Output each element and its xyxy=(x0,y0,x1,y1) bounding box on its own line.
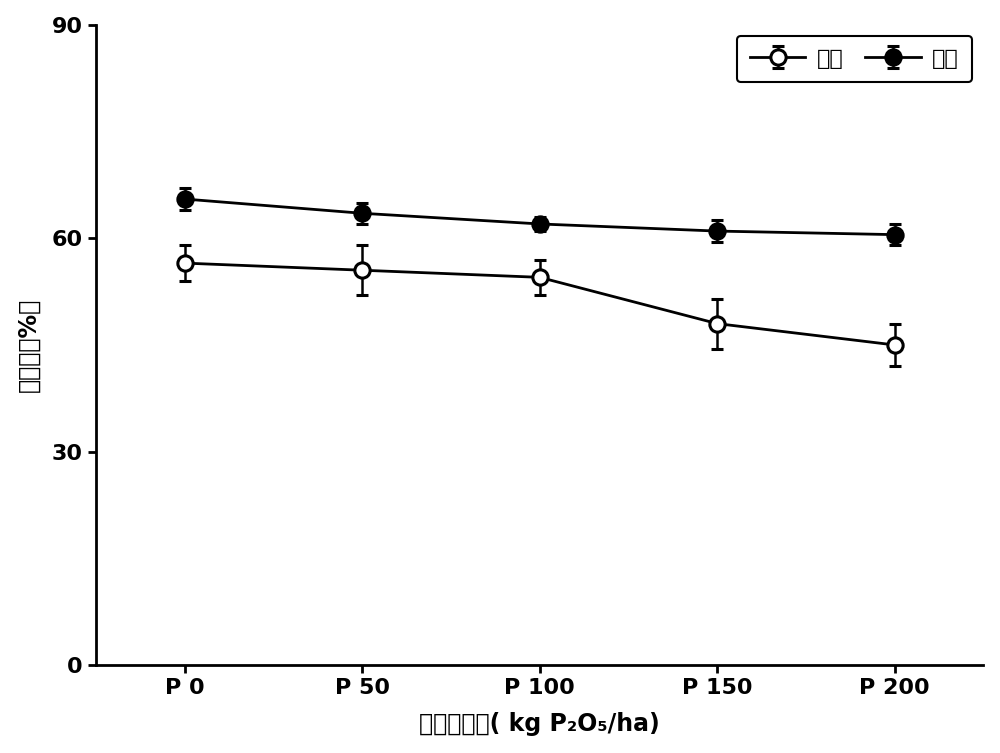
Legend: 药麦, 玉米: 药麦, 玉米 xyxy=(737,36,972,82)
Y-axis label: 侵染率（%）: 侵染率（%） xyxy=(17,298,41,392)
X-axis label: 磷肆施用量( kg P₂O₅/ha): 磷肆施用量( kg P₂O₅/ha) xyxy=(419,712,660,736)
